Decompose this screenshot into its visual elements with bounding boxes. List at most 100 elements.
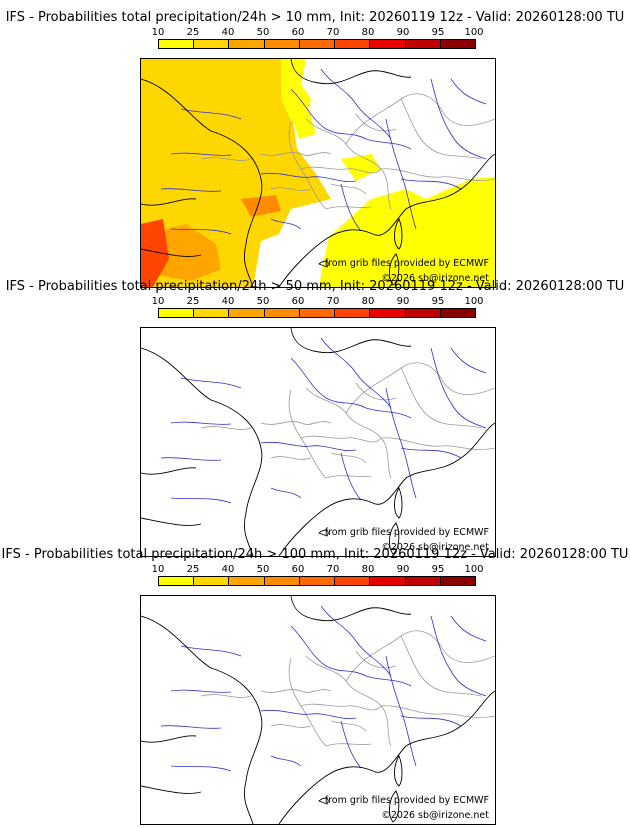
scale-tick-label: 70	[326, 564, 340, 575]
scale-tick-label: 100	[464, 564, 484, 575]
coastline	[141, 596, 495, 824]
scale-color-swatch	[370, 309, 406, 317]
border-line	[355, 382, 397, 401]
scale-tick-label: 90	[396, 296, 410, 307]
river-line	[400, 447, 462, 459]
river-line	[270, 755, 302, 767]
borders-layer	[200, 362, 495, 479]
scale-color-swatch	[299, 309, 336, 317]
scale-tick-label: 40	[221, 27, 235, 38]
scale-tick-label: 40	[221, 296, 235, 307]
scale-tick-label: 95	[431, 27, 445, 38]
river-line	[450, 615, 487, 642]
probability-scale: 10 25 40 50 60 70 80 90 95 100	[152, 564, 484, 590]
scale-tick-label: 100	[464, 27, 484, 38]
panel-title: IFS - Probabilities total precipitation/…	[5, 10, 625, 25]
rivers-layer	[160, 605, 487, 772]
river-line	[320, 337, 392, 409]
scale-color-swatch	[335, 577, 371, 585]
scale-tick-label: 90	[396, 564, 410, 575]
border-line	[305, 655, 392, 747]
island-coastline	[318, 217, 403, 286]
border-line	[200, 694, 252, 698]
precipitation-area	[141, 219, 169, 287]
copyright: ©2026 sb@irizone.net	[381, 810, 489, 821]
border-line	[200, 426, 252, 430]
scale-tick-label: 80	[361, 564, 375, 575]
scale-tick-label: 90	[396, 27, 410, 38]
border-line	[300, 703, 382, 711]
river-line	[260, 172, 357, 183]
scale-color-swatch	[194, 577, 230, 585]
river-line	[450, 78, 487, 105]
scale-color-swatch	[405, 309, 441, 317]
river-line	[385, 655, 417, 767]
probability-scale: 10 25 40 50 60 70 80 90 95 100	[152, 296, 484, 322]
river-line	[365, 138, 412, 150]
probability-scale: 10 25 40 50 60 70 80 90 95 100	[152, 27, 484, 53]
scale-tick-label: 10	[151, 296, 165, 307]
border-line	[270, 724, 312, 728]
scale-tick-label: 95	[431, 564, 445, 575]
river-line	[365, 675, 412, 687]
river-line	[290, 357, 367, 409]
river-line	[160, 457, 222, 461]
scale-color-swatch	[370, 577, 406, 585]
borders-layer	[200, 630, 495, 747]
river-line	[400, 715, 462, 727]
border-line	[325, 475, 372, 479]
scale-tick-label: 10	[151, 27, 165, 38]
map-drawing	[141, 328, 495, 556]
border-line	[330, 720, 367, 732]
map-panel-50mm: IFS - Probabilities total precipitation/…	[0, 279, 630, 557]
border-line	[200, 157, 252, 161]
precipitation-map: from grib files provided by ECMWF ©2026 …	[140, 327, 496, 557]
scale-tick-label: 70	[326, 296, 340, 307]
border-line	[400, 635, 482, 697]
border-line	[380, 437, 495, 450]
precipitation-map: from grib files provided by ECMWF ©2026 …	[140, 595, 496, 825]
scale-labels: 10 25 40 50 60 70 80 90 95 100	[152, 564, 484, 576]
scale-color-swatch	[370, 40, 406, 48]
river-line	[180, 645, 242, 657]
island-coastline	[318, 754, 403, 823]
island-coastline	[318, 486, 403, 555]
scale-color-swatch	[405, 40, 441, 48]
river-line	[430, 347, 487, 429]
border-line	[325, 206, 372, 210]
river-line	[320, 68, 392, 140]
scale-color-swatch	[440, 577, 475, 585]
border-line	[325, 743, 372, 747]
scale-tick-label: 60	[291, 296, 305, 307]
scale-tick-label: 40	[221, 564, 235, 575]
panel-title: IFS - Probabilities total precipitation/…	[1, 547, 629, 562]
border-line	[440, 108, 495, 126]
border-line	[305, 118, 392, 210]
scale-color-bar	[158, 576, 476, 586]
scale-tick-label: 60	[291, 564, 305, 575]
border-line	[440, 377, 495, 395]
scale-color-swatch	[229, 309, 265, 317]
copyright: ©2026 sb@irizone.net	[381, 542, 489, 553]
scale-tick-label: 50	[256, 296, 270, 307]
border-line	[300, 166, 382, 174]
river-line	[170, 689, 232, 693]
border-line	[355, 113, 397, 132]
map-panel-100mm: IFS - Probabilities total precipitation/…	[0, 547, 630, 825]
river-line	[450, 347, 487, 374]
scale-color-swatch	[194, 309, 230, 317]
border-line	[270, 456, 312, 460]
border-line	[300, 435, 382, 443]
river-line	[170, 421, 232, 425]
source-credit: from grib files provided by ECMWF	[324, 527, 489, 538]
precipitation-layer	[141, 59, 495, 287]
scale-tick-label: 70	[326, 27, 340, 38]
scale-color-swatch	[194, 40, 230, 48]
precipitation-map: from grib files provided by ECMWF ©2026 …	[140, 58, 496, 288]
border-line	[305, 387, 392, 479]
river-line	[160, 188, 222, 192]
scale-color-swatch	[335, 309, 371, 317]
river-line	[400, 178, 462, 190]
scale-color-swatch	[299, 577, 336, 585]
map-drawing	[141, 59, 495, 287]
